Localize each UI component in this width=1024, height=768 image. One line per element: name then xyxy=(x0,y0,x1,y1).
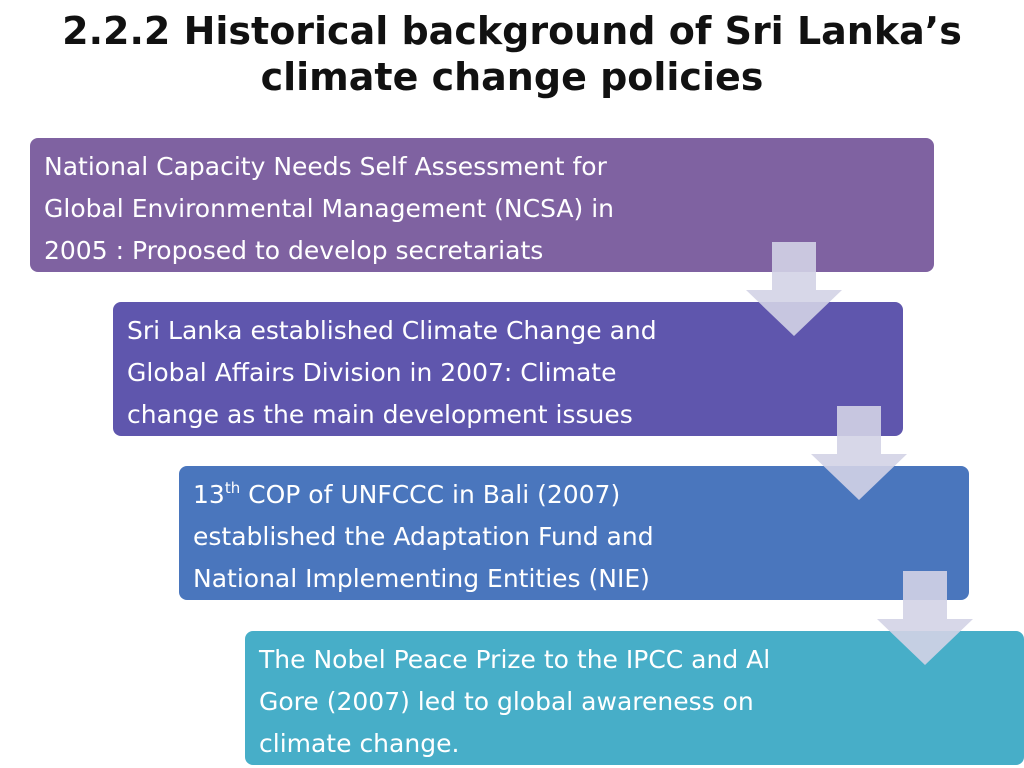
step-box-ncsa: National Capacity Needs Self Assessment … xyxy=(30,138,934,272)
down-arrow-icon xyxy=(746,242,842,336)
cop-rest: COP of UNFCCC in Bali (2007) xyxy=(240,480,621,509)
down-arrow-icon xyxy=(877,571,973,665)
title-line-2: climate change policies xyxy=(260,55,764,99)
cop-number: 13 xyxy=(193,480,225,509)
step-text-line: National Capacity Needs Self Assessment … xyxy=(44,152,607,181)
step-box-nobel-prize: The Nobel Peace Prize to the IPCC and Al… xyxy=(245,631,1024,765)
step-text-line: climate change. xyxy=(259,729,460,758)
step-text-line: 13th COP of UNFCCC in Bali (2007) xyxy=(193,474,955,516)
step-text-line: National Implementing Entities (NIE) xyxy=(193,564,650,593)
step-box-cop13: 13th COP of UNFCCC in Bali (2007) establ… xyxy=(179,466,969,600)
down-arrow-icon xyxy=(811,406,907,500)
step-text-line: 2005 : Proposed to develop secretariats xyxy=(44,236,544,265)
page-title: 2.2.2 Historical background of Sri Lanka… xyxy=(0,8,1024,100)
step-text-line: change as the main development issues xyxy=(127,400,633,429)
step-text-line: Gore (2007) led to global awareness on xyxy=(259,687,754,716)
title-line-1: 2.2.2 Historical background of Sri Lanka… xyxy=(62,9,962,53)
step-text-line: The Nobel Peace Prize to the IPCC and Al xyxy=(259,645,771,674)
step-box-climate-division: Sri Lanka established Climate Change and… xyxy=(113,302,903,436)
ordinal-superscript: th xyxy=(224,479,241,497)
step-text-line: Sri Lanka established Climate Change and xyxy=(127,316,657,345)
step-text-line: Global Environmental Management (NCSA) i… xyxy=(44,194,615,223)
step-text-line: established the Adaptation Fund and xyxy=(193,522,654,551)
step-text-line: Global Affairs Division in 2007: Climate xyxy=(127,358,617,387)
